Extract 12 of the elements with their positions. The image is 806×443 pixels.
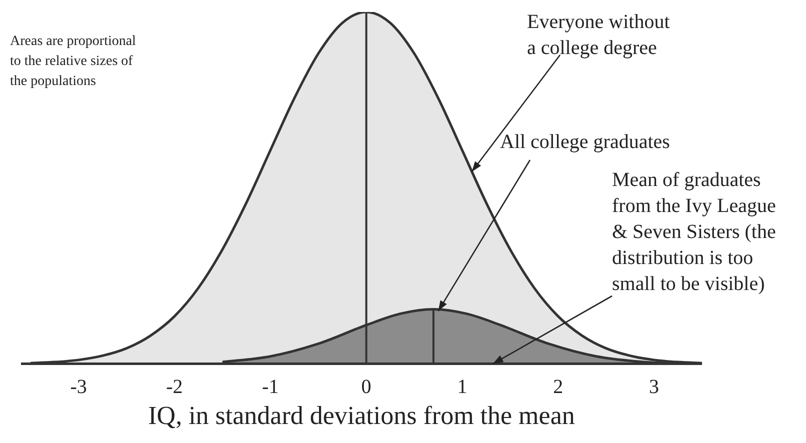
x-tick-label: 1 [457,376,468,398]
annotation: All college graduates [500,131,670,153]
x-tick-label: 0 [361,376,372,398]
annotation: Mean of graduates from the Ivy League & Seven Sisters (the distribution is too small to be visible) [612,169,776,295]
annotation: Everyone without a college degree [527,11,670,59]
x-axis-title: IQ, in standard deviations from the mean [148,401,575,430]
x-tick-label: -2 [166,376,183,398]
annotation: Areas are proportional to the relative sizes of the populations [10,34,136,89]
x-tick-label: 2 [553,376,564,398]
x-tick-label: 3 [649,376,660,398]
x-tick-label: -3 [70,376,87,398]
x-tick-label: -1 [262,376,279,398]
